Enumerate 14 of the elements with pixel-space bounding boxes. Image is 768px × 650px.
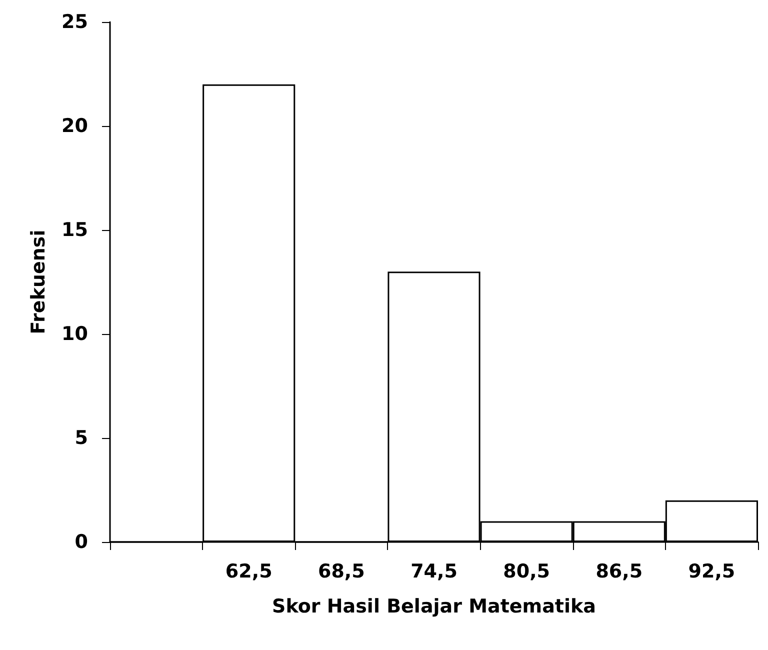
y-tick-label: 15 — [62, 219, 88, 241]
x-axis-title: Skor Hasil Belajar Matematika — [272, 596, 596, 618]
y-tick-label: 5 — [74, 427, 88, 449]
y-tick-label: 0 — [74, 531, 88, 553]
y-axis-title: Frekuensi — [28, 230, 50, 334]
x-tick-label: 74,5 — [410, 560, 458, 582]
x-tick-label: 86,5 — [596, 560, 643, 582]
y-tick-label: 10 — [62, 323, 88, 345]
y-tick-label: 20 — [62, 115, 88, 137]
y-tick-label: 25 — [62, 11, 88, 33]
x-tick-label: 92,5 — [688, 560, 736, 582]
x-tick-label: 80,5 — [503, 560, 550, 582]
x-tick-label: 68,5 — [318, 560, 365, 582]
x-tick-label: 62,5 — [225, 560, 272, 582]
